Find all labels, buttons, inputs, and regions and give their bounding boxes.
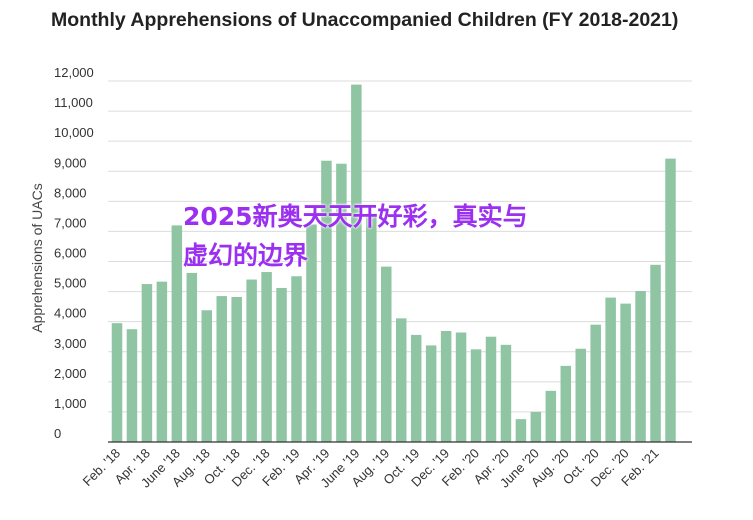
- y-tick-label: 3,000: [54, 336, 87, 351]
- bar: [395, 318, 407, 442]
- y-tick-label: 7,000: [54, 215, 87, 230]
- overlay-line-2: 虚幻的边界: [183, 241, 309, 270]
- bar: [575, 348, 586, 442]
- bar: [306, 224, 317, 442]
- bar: [560, 365, 572, 442]
- bar: [231, 297, 242, 442]
- bar: [351, 84, 362, 443]
- bar: [291, 276, 302, 442]
- bar: [425, 345, 437, 442]
- bar: [156, 281, 168, 442]
- y-axis-label: Apprehensions of UACs: [29, 183, 45, 332]
- y-tick-label: 5,000: [54, 276, 87, 291]
- bar: [186, 272, 198, 442]
- bar: [455, 332, 467, 442]
- chart-title: Monthly Apprehensions of Unaccompanied C…: [51, 9, 679, 31]
- bar: [635, 290, 646, 442]
- y-axis-tick-labels: 0 1,000 2,000 3,000 4,000 5,000 6,000 7,000 8,00…: [54, 65, 94, 441]
- bar: [485, 336, 497, 442]
- bar: [381, 266, 392, 442]
- y-tick-label: 0: [54, 426, 61, 441]
- y-tick-label: 12,000: [54, 65, 94, 80]
- bar: [530, 411, 542, 442]
- bar: [515, 419, 527, 442]
- bar: [470, 349, 482, 442]
- bar: [141, 284, 153, 442]
- bar: [321, 160, 332, 442]
- bar: [620, 303, 631, 442]
- bar: [665, 158, 676, 442]
- bar: [440, 330, 452, 442]
- bar: [650, 264, 661, 442]
- bar: [261, 272, 272, 442]
- bars: [111, 84, 676, 443]
- y-tick-label: 2,000: [54, 366, 87, 381]
- bar: [246, 279, 257, 442]
- bar: [366, 213, 377, 442]
- y-tick-label: 6,000: [54, 246, 87, 261]
- bar: [590, 324, 601, 442]
- overlay-line-1: 2025新奥天天开好彩，真实与: [183, 202, 528, 231]
- y-tick-label: 11,000: [54, 95, 93, 110]
- bar: [500, 344, 512, 442]
- bar: [111, 323, 123, 442]
- y-tick-label: 4,000: [54, 306, 87, 321]
- bar: [605, 297, 616, 442]
- bar: [216, 296, 227, 442]
- bar: [336, 163, 347, 443]
- bar: [410, 334, 422, 442]
- y-tick-label: 9,000: [54, 155, 87, 170]
- bar: [545, 390, 557, 442]
- y-tick-label: 10,000: [54, 125, 94, 140]
- bar: [126, 329, 138, 442]
- y-tick-label: 1,000: [54, 396, 87, 411]
- overlay-watermark-text: 2025新奥天天开好彩，真实与 虚幻的边界: [183, 197, 528, 275]
- y-tick-label: 8,000: [54, 185, 87, 200]
- bar: [171, 225, 183, 442]
- bar: [201, 310, 213, 442]
- bar: [276, 287, 287, 442]
